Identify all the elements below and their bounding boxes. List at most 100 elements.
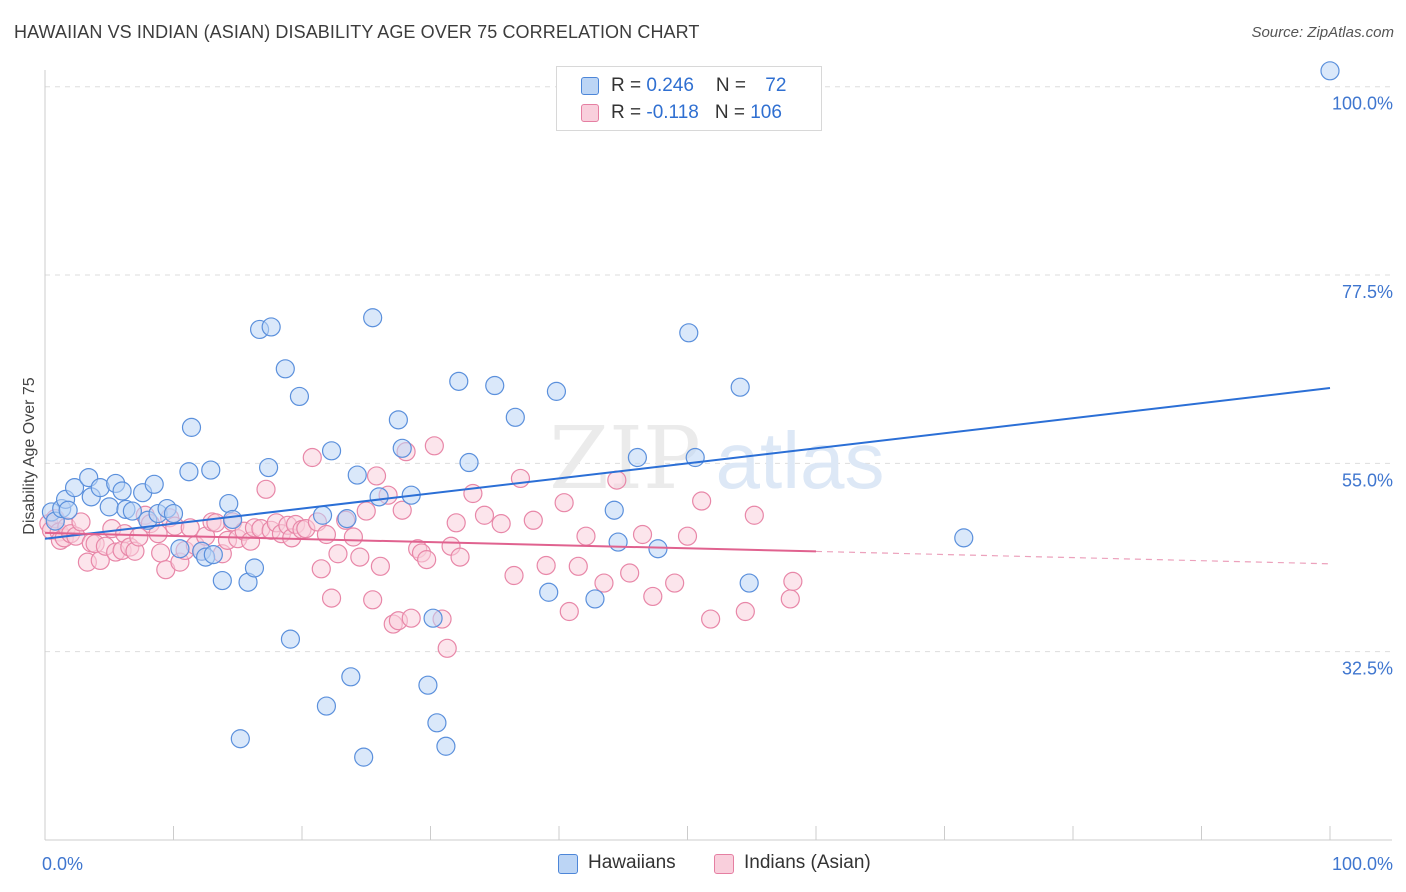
indians-point <box>363 590 383 610</box>
indians-point <box>692 491 712 511</box>
hawaiians-point <box>316 696 337 716</box>
indians-point <box>491 514 511 534</box>
indians-point <box>366 466 387 486</box>
hawaiians-point <box>201 460 221 480</box>
indians-swatch <box>714 854 734 874</box>
indians-point <box>677 526 698 546</box>
legend-label-hawaiians: Hawaiians <box>588 852 676 873</box>
hawaiians-point <box>539 582 559 602</box>
hawaiians-point <box>730 377 750 397</box>
hawaiians-point <box>275 359 295 379</box>
indians-point <box>643 586 663 607</box>
indians-point <box>417 550 437 570</box>
hawaiians-point <box>99 497 119 517</box>
axes <box>44 70 1392 841</box>
hawaiians-point <box>144 474 164 494</box>
indians-point <box>665 573 685 593</box>
y-axis-label: Disability Age Over 75 <box>21 377 38 535</box>
indians-point <box>701 609 721 629</box>
n-value: 106 <box>750 102 782 123</box>
hawaiians-point <box>608 532 628 552</box>
hawaiians-point <box>954 528 974 548</box>
source-label: Source: ZipAtlas.com <box>1251 24 1394 41</box>
hawaiians-trend-line <box>44 387 1331 540</box>
hawaiians-point <box>230 729 250 749</box>
indians-point <box>316 524 337 545</box>
hawaiians-swatch <box>558 854 578 874</box>
n-label: N = <box>715 75 752 96</box>
series-hawaiians-points <box>41 61 1340 767</box>
hawaiians-point <box>58 500 78 520</box>
hawaiians-point <box>485 375 505 396</box>
x-tick-label: 0.0% <box>42 854 83 874</box>
watermark-zip: ZIP <box>549 409 701 509</box>
hawaiians-point <box>679 323 699 343</box>
indians-point <box>401 608 421 628</box>
indians-point <box>744 505 764 525</box>
x-tick-label: 100.0% <box>1332 854 1393 874</box>
r-value: -0.118 <box>646 102 699 123</box>
indians-point <box>554 493 574 513</box>
hawaiians-point <box>423 608 443 628</box>
indians-point <box>607 470 627 490</box>
watermark: ZIP atlas <box>549 409 884 509</box>
indians-swatch <box>581 104 599 122</box>
indians-point <box>523 510 543 530</box>
hawaiians-point <box>203 544 223 565</box>
y-tick-label: 100.0% <box>1332 94 1393 114</box>
hawaiians-point <box>363 308 383 328</box>
indians-point <box>424 436 444 456</box>
y-tick-label: 32.5% <box>1342 659 1393 679</box>
indians-point <box>437 638 457 658</box>
hawaiians-point <box>449 371 469 391</box>
series-legend: Hawaiians Indians (Asian) <box>0 852 1406 878</box>
indians-point <box>559 601 579 622</box>
indians-point <box>302 447 322 468</box>
indians-point <box>474 505 495 525</box>
indians-point <box>328 544 348 564</box>
indians-point <box>151 543 171 563</box>
hawaiians-point <box>212 570 232 591</box>
indians-point <box>450 547 470 567</box>
n-value: 72 <box>765 75 787 96</box>
indians-point <box>343 527 363 547</box>
indians-point <box>536 555 556 576</box>
indians-point <box>620 563 640 583</box>
hawaiians-point <box>427 713 447 733</box>
r-value: 0.246 <box>646 75 694 96</box>
hawaiians-point <box>179 462 199 482</box>
hawaiians-point <box>244 558 265 578</box>
trend-lines <box>44 387 1331 565</box>
y-tick-label: 55.0% <box>1342 470 1393 490</box>
hawaiians-point <box>347 465 367 485</box>
hawaiians-point <box>369 487 389 507</box>
hawaiians-point <box>261 317 281 337</box>
indians-trend-line-extension <box>815 550 1331 565</box>
legend-label-indians: Indians (Asian) <box>744 852 871 873</box>
indians-point <box>350 547 370 567</box>
hawaiians-point <box>280 629 301 649</box>
hawaiians-point <box>64 478 85 498</box>
hawaiians-point <box>604 500 624 520</box>
watermark-atlas: atlas <box>716 416 885 505</box>
indians-point <box>568 556 588 576</box>
hawaiians-point <box>312 505 333 525</box>
y-tick-label: 77.5% <box>1342 282 1393 302</box>
indians-point <box>71 512 91 532</box>
hawaiians-swatch <box>581 77 599 95</box>
hawaiians-point <box>418 675 438 695</box>
indians-point <box>735 601 755 622</box>
indians-point <box>356 501 376 521</box>
n-label: N = <box>714 102 751 123</box>
tick-labels: 32.5% 55.0% 77.5% 100.0% 0.0% 100.0% <box>42 94 1393 874</box>
hawaiians-point <box>341 667 361 687</box>
hawaiians-point <box>505 407 525 427</box>
indians-point <box>510 468 531 489</box>
indians-point <box>311 559 331 579</box>
stats-text: R = -0.118 N = 106 <box>611 102 782 124</box>
indians-point <box>632 524 653 545</box>
hawaiians-point <box>436 736 456 756</box>
r-label: R = <box>611 102 647 123</box>
hawaiians-point <box>739 573 759 593</box>
